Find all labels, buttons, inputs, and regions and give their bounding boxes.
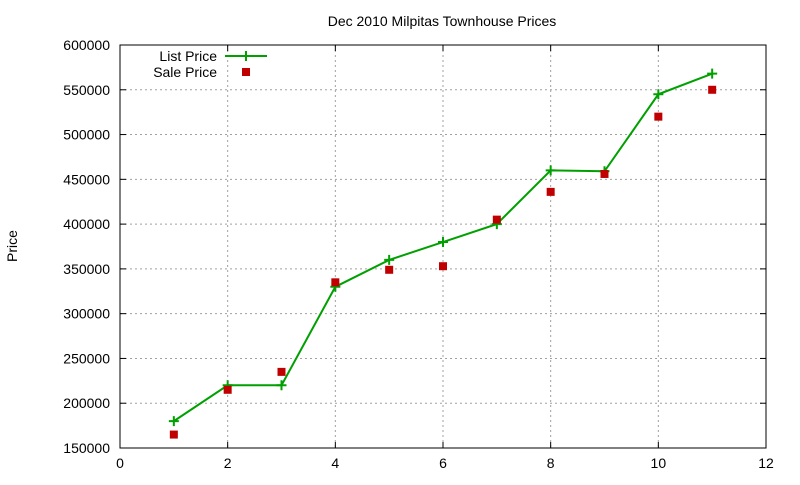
x-tick-label: 2 <box>224 455 232 471</box>
legend-label: Sale Price <box>153 64 217 80</box>
y-tick-label: 500000 <box>63 127 110 143</box>
y-tick-label: 250000 <box>63 350 110 366</box>
data-point-square <box>492 215 501 224</box>
y-tick-label: 150000 <box>63 440 110 456</box>
data-point-square <box>600 169 609 178</box>
y-tick-label: 350000 <box>63 261 110 277</box>
y-tick-label: 300000 <box>63 306 110 322</box>
x-tick-label: 12 <box>758 455 774 471</box>
data-point-square <box>654 112 663 121</box>
data-point-square <box>708 85 717 94</box>
x-tick-label: 8 <box>547 455 555 471</box>
data-point-square <box>546 187 555 196</box>
legend-square-marker <box>242 68 250 76</box>
data-point-square <box>385 265 394 274</box>
data-point-plus <box>545 165 556 176</box>
y-tick-label: 450000 <box>63 171 110 187</box>
y-axis-label: Price <box>4 230 20 262</box>
data-point-square <box>331 278 340 287</box>
data-point-square <box>277 367 286 376</box>
data-point-square <box>439 262 447 271</box>
data-point-plus <box>707 68 718 79</box>
axis-ticks <box>119 44 767 449</box>
data-point-plus <box>438 237 448 248</box>
x-tick-label: 0 <box>116 455 124 471</box>
x-tick-label: 4 <box>331 455 339 471</box>
y-tick-label: 200000 <box>63 395 110 411</box>
x-tick-label: 10 <box>651 455 667 471</box>
series-list-price <box>168 68 718 427</box>
y-tick-label: 600000 <box>63 37 110 53</box>
data-point-square <box>169 430 178 439</box>
data-point-plus <box>168 416 179 427</box>
y-tick-label: 400000 <box>63 216 110 232</box>
y-tick-label: 550000 <box>63 82 110 98</box>
legend-label: List Price <box>159 48 217 64</box>
chart-title: Dec 2010 Milpitas Townhouse Prices <box>328 13 557 29</box>
data-point-plus <box>384 254 395 265</box>
legend-plus-marker <box>241 51 251 61</box>
data-point-plus <box>276 380 287 391</box>
tick-labels: 1500002000002500003000003500004000004500… <box>63 37 774 471</box>
data-point-plus <box>653 89 664 100</box>
x-tick-label: 6 <box>439 455 447 471</box>
series-sale-price <box>169 85 717 439</box>
data-series <box>168 68 718 439</box>
data-point-square <box>223 385 232 394</box>
